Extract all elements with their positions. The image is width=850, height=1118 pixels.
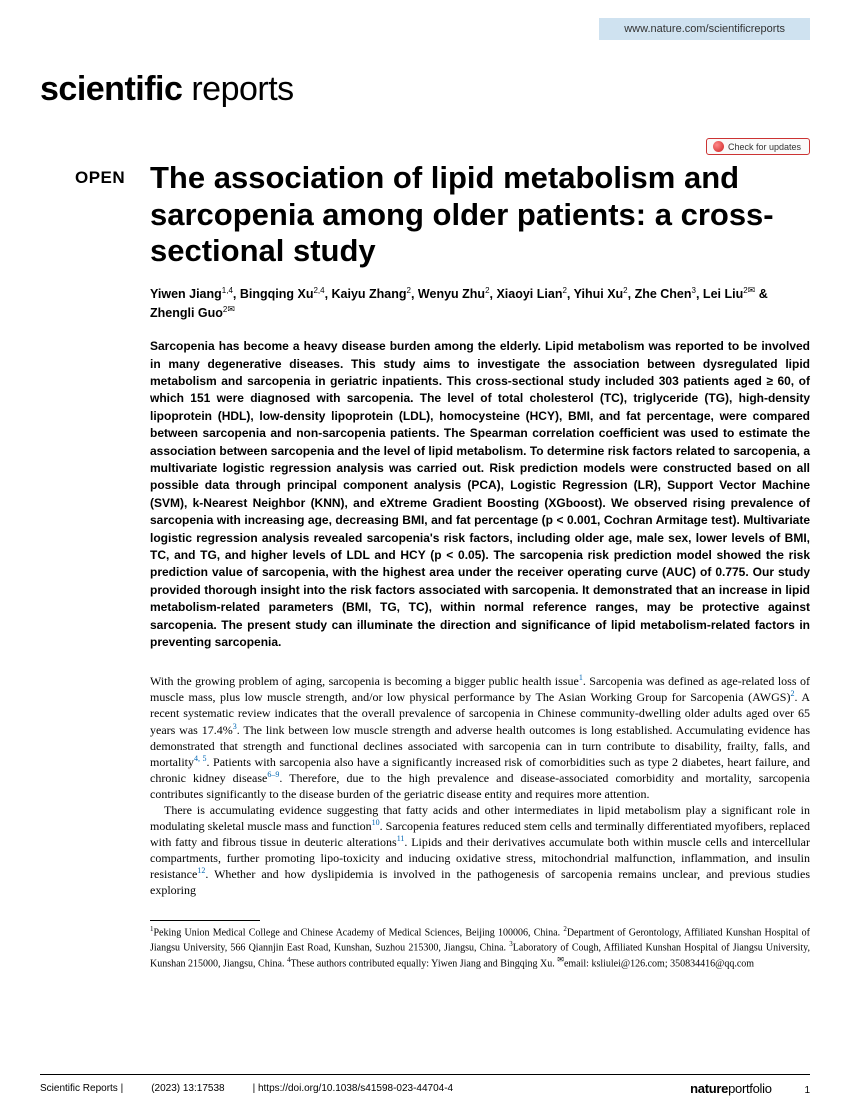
journal-logo: scientific reports	[40, 70, 294, 109]
page-number: 1	[804, 1085, 810, 1096]
footer-right: natureportfolio 1	[690, 1081, 810, 1096]
header-url[interactable]: www.nature.com/scientificreports	[624, 23, 785, 35]
logo-bold: scientific	[40, 70, 182, 108]
footer-journal: Scientific Reports |	[40, 1083, 123, 1094]
header-url-bar: www.nature.com/scientificreports	[599, 18, 810, 40]
check-updates-text: Check for updates	[728, 142, 801, 152]
footer-left: Scientific Reports | (2023) 13:17538 | h…	[40, 1083, 453, 1094]
logo-light: reports	[182, 70, 293, 108]
footer-doi[interactable]: | https://doi.org/10.1038/s41598-023-447…	[253, 1083, 454, 1094]
article-title: The association of lipid metabolism and …	[150, 160, 810, 270]
article-container: The association of lipid metabolism and …	[150, 160, 810, 971]
author-list: Yiwen Jiang1,4, Bingqing Xu2,4, Kaiyu Zh…	[150, 284, 810, 323]
check-updates-badge[interactable]: Check for updates	[706, 138, 810, 155]
nature-portfolio-logo: natureportfolio	[690, 1081, 772, 1096]
abstract: Sarcopenia has become a heavy disease bu…	[150, 338, 810, 651]
crossmark-icon	[713, 141, 724, 152]
body-p1: With the growing problem of aging, sarco…	[150, 673, 810, 802]
affiliation-rule	[150, 920, 260, 921]
open-access-label: OPEN	[75, 168, 125, 188]
footer-citation: (2023) 13:17538	[151, 1083, 224, 1094]
body-text: With the growing problem of aging, sarco…	[150, 673, 810, 898]
page-footer: Scientific Reports | (2023) 13:17538 | h…	[40, 1074, 810, 1096]
body-p2: There is accumulating evidence suggestin…	[150, 802, 810, 898]
affiliations: 1Peking Union Medical College and Chines…	[150, 925, 810, 970]
